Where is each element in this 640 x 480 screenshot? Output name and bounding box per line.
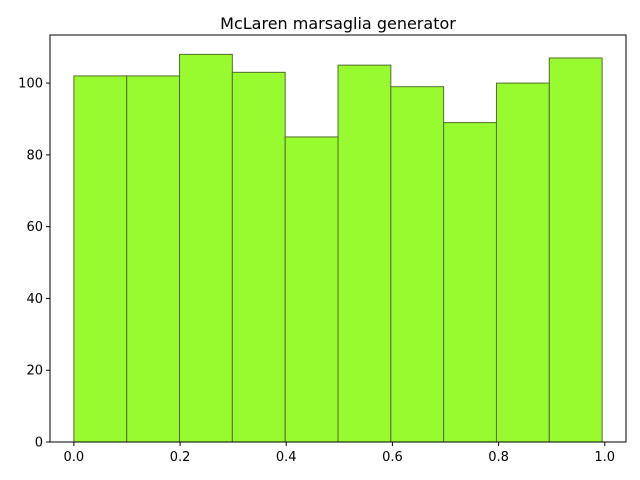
- bars-group: [73, 53, 603, 443]
- y-axis-ticks: 0 20 40 60 80 100: [18, 77, 50, 451]
- x-tick-label: 1.0: [594, 450, 615, 465]
- x-tick-label: 0.2: [170, 450, 191, 465]
- histogram-bar-3: [231, 71, 286, 443]
- histogram-bar-0: [73, 75, 128, 443]
- histogram-bar-1: [126, 75, 181, 443]
- histogram-bar-8: [495, 82, 550, 443]
- histogram-bar-9: [548, 57, 603, 443]
- histogram-bar-5: [337, 64, 392, 443]
- y-tick-label: 40: [26, 292, 43, 307]
- y-tick-label: 100: [18, 77, 43, 92]
- y-tick-label: 60: [26, 220, 43, 235]
- y-tick-label: 80: [26, 148, 43, 163]
- histogram-bar-6: [390, 86, 445, 443]
- x-tick-label: 0.6: [382, 450, 403, 465]
- histogram-bar-4: [284, 136, 339, 443]
- y-tick-label: 0: [35, 436, 43, 451]
- x-tick-label: 0.0: [64, 450, 85, 465]
- x-axis-ticks: 0.0 0.2 0.4 0.6 0.8 1.0: [64, 442, 615, 465]
- chart-title: McLaren marsaglia generator: [220, 14, 456, 33]
- plot-frame: [49, 34, 627, 443]
- x-tick-label: 0.4: [276, 450, 297, 465]
- x-tick-label: 0.8: [488, 450, 509, 465]
- histogram-bar-2: [179, 53, 233, 443]
- histogram-bar-7: [443, 122, 497, 443]
- axes-group: [49, 34, 627, 443]
- y-tick-label: 20: [26, 364, 43, 379]
